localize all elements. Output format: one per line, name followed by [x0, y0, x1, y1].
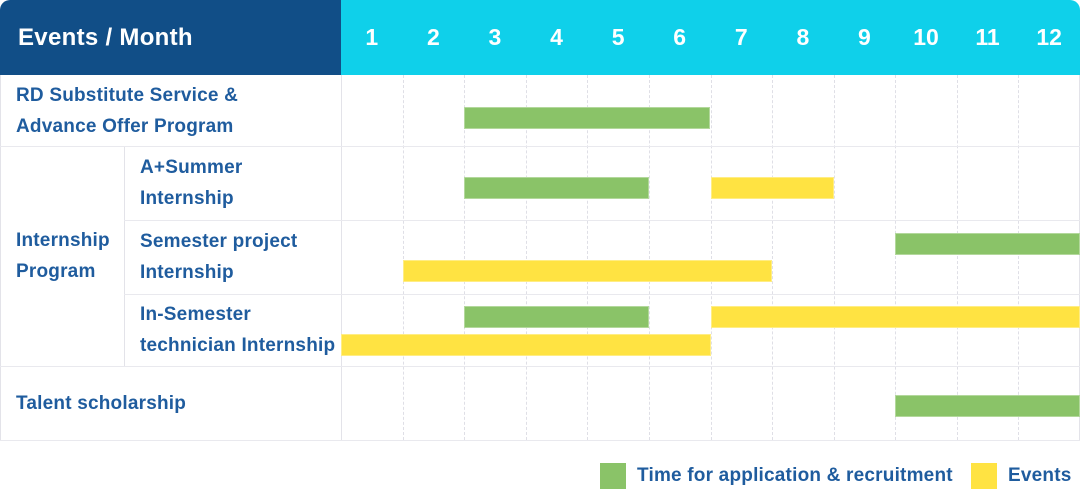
row-separator — [0, 146, 1080, 147]
row-label-5-line: Talent scholarship — [16, 392, 187, 414]
row-label-1-line: Advance Offer Program — [16, 115, 234, 137]
month-label-8: 8 — [796, 24, 810, 50]
legend-item-event: Events — [971, 462, 1072, 489]
bar-event-months-1-6 — [341, 334, 711, 356]
month-label-12: 12 — [1036, 24, 1062, 50]
month-gridline — [648, 75, 650, 440]
month-label-1: 1 — [365, 24, 379, 50]
row-label-3-line: Internship — [140, 262, 234, 283]
month-header-row: 1 2 3 4 5 6 7 8 9 10 11 12 — [341, 0, 1080, 75]
row-separator — [124, 294, 1080, 295]
month-label-10: 10 — [913, 24, 939, 50]
month-gridline — [525, 75, 527, 440]
month-gridline — [772, 75, 774, 440]
row-separator — [0, 440, 1080, 441]
group-label-internship-program-line: Internship — [16, 230, 110, 251]
month-label-5: 5 — [611, 24, 625, 50]
bar-application-months-3-6 — [464, 107, 711, 129]
row-separator — [0, 366, 1080, 367]
legend-item-application: Time for application & recruitment — [600, 462, 953, 489]
events-month-header-cell: Events / Month — [0, 0, 341, 75]
month-label-3: 3 — [488, 24, 502, 50]
month-label-2: 2 — [426, 24, 440, 50]
bar-event-months-7-8 — [710, 177, 834, 199]
month-gridline — [1018, 75, 1020, 440]
sub-label-divider — [124, 146, 125, 366]
row-label-4: In-Semester technician Internship — [124, 294, 341, 366]
month-gridline — [895, 75, 897, 440]
row-label-2: A+Summer Internship — [124, 146, 341, 220]
row-label-3-line: Semester project — [140, 231, 298, 252]
label-chart-divider — [341, 75, 342, 440]
row-separator — [124, 220, 1080, 221]
group-label-internship-program-line: Program — [16, 261, 96, 282]
month-label-6: 6 — [673, 24, 687, 50]
legend-label-event: Events — [1008, 464, 1072, 486]
group-label-internship-program: Internship Program — [0, 146, 124, 366]
row-label-1-line: RD Substitute Service & — [16, 84, 239, 106]
month-label-4: 4 — [550, 24, 563, 50]
month-label-9: 9 — [858, 24, 871, 50]
bar-application-months-10-12 — [895, 395, 1080, 417]
month-gridline — [402, 75, 404, 440]
month-gridline — [956, 75, 958, 440]
bar-application-months-3-5 — [464, 306, 649, 328]
legend-swatch-application — [600, 462, 626, 489]
table-left-border — [0, 75, 1, 440]
month-label-11: 11 — [975, 24, 1000, 50]
row-label-4-line: technician Internship — [140, 335, 336, 356]
row-label-5: Talent scholarship — [0, 366, 341, 440]
bar-event-months-2-7 — [402, 260, 773, 282]
month-label-7: 7 — [734, 24, 748, 50]
row-label-3: Semester project Internship — [124, 220, 341, 294]
bar-application-months-3-5 — [464, 177, 649, 199]
month-gridline — [710, 75, 712, 440]
row-label-2-line: A+Summer — [140, 157, 243, 178]
month-gridline — [587, 75, 589, 440]
row-label-4-line: In-Semester — [140, 304, 251, 325]
legend-swatch-event — [971, 462, 997, 489]
row-label-1: RD Substitute Service & Advance Offer Pro… — [0, 75, 341, 146]
bar-application-months-10-12 — [895, 233, 1080, 255]
row-label-2-line: Internship — [140, 188, 234, 209]
legend-label-application: Time for application & recruitment — [637, 464, 953, 486]
month-gridline — [833, 75, 835, 440]
header-title: Events / Month — [18, 23, 193, 51]
month-gridline — [464, 75, 466, 440]
bar-event-months-7-12 — [710, 306, 1080, 328]
